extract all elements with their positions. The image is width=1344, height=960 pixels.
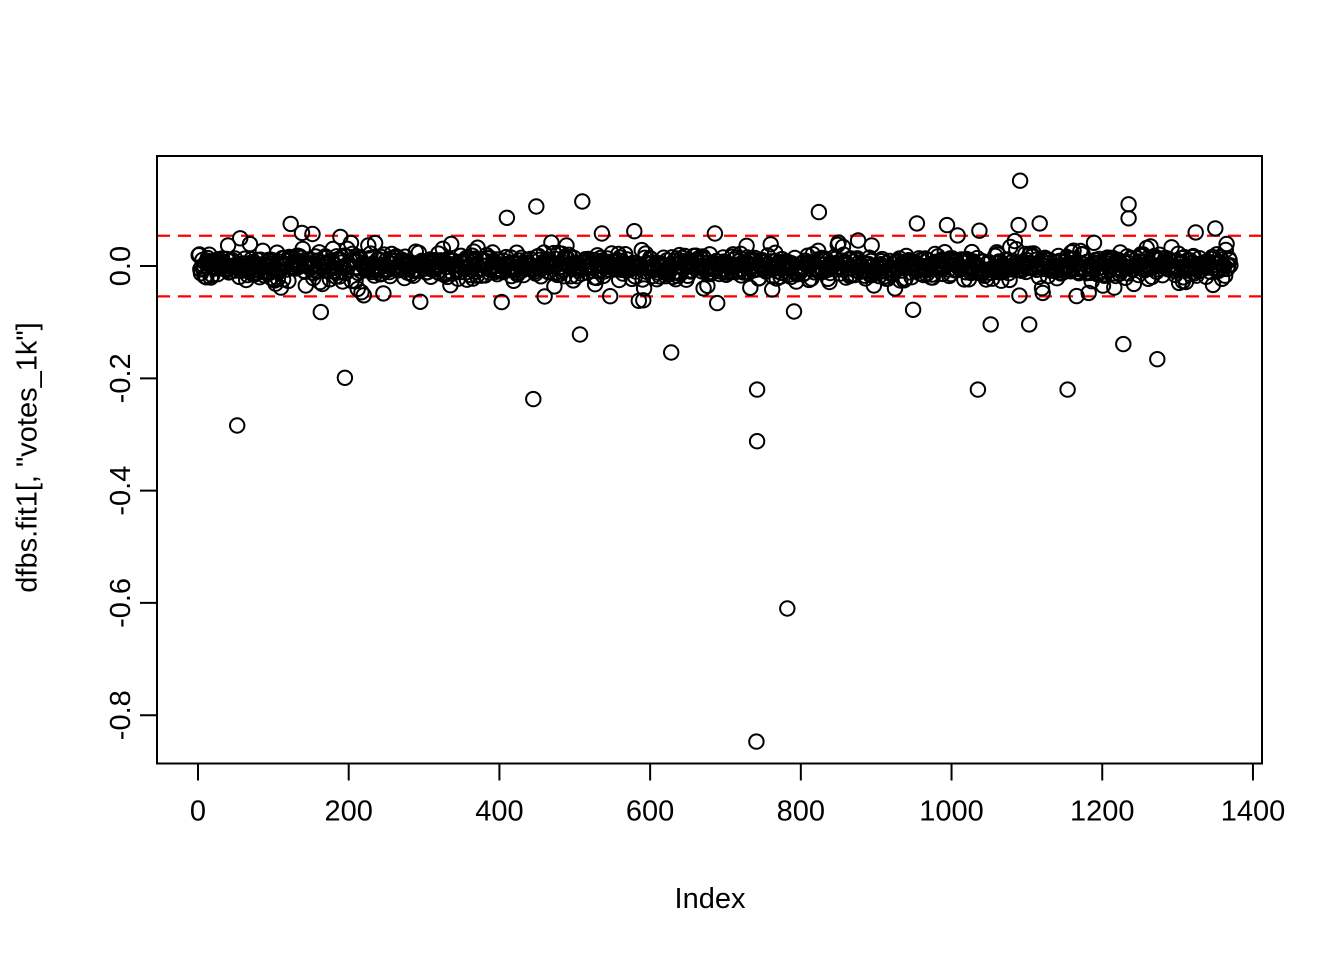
data-point [1085,234,1103,252]
outlier-point [1011,172,1029,189]
y-tick-label: -0.6 [105,578,137,628]
outlier-point [748,381,766,398]
y-tick-label: -0.2 [105,353,137,403]
outlier-point [709,294,726,312]
outlier-point [982,316,999,333]
data-point [360,237,377,254]
outlier-point [1010,216,1027,234]
outlier-point [1031,215,1048,232]
data-point [764,281,781,298]
data-point [1068,287,1085,305]
y-tick-label: -0.4 [105,466,137,516]
data-point [812,259,829,276]
x-tick-label: 1000 [919,796,984,828]
data-point [311,273,329,291]
data-points-group [190,172,1239,750]
outlier-point [1115,335,1132,353]
outlier-point [574,193,591,210]
data-point [536,288,553,305]
y-axis: 0.0 -0.2 -0.4 -0.6 -0.8 [105,246,157,740]
outlier-point [663,344,680,361]
outlier-point [1020,316,1038,333]
x-tick-label: 800 [777,796,825,828]
data-point [493,293,510,311]
x-axis-title: Index [674,883,746,915]
data-point [1006,232,1023,250]
data-point [412,293,429,310]
data-point [443,235,460,253]
data-point [635,280,653,297]
outlier-point [525,390,542,408]
outlier-point [312,303,329,321]
outlier-point [571,326,589,343]
data-point [1080,284,1097,302]
x-tick-label: 1200 [1070,796,1135,828]
outlier-point [938,216,956,234]
outlier-point [593,225,611,242]
outlier-point [336,369,354,386]
data-point [366,234,384,252]
data-point [219,237,237,254]
outlier-point [1120,210,1137,227]
threshold-lines-group [157,234,1262,298]
data-point [762,236,779,253]
x-tick-label: 1400 [1221,796,1286,828]
outlier-point [810,203,828,221]
y-tick-label: -0.8 [105,690,137,740]
outlier-point [904,301,922,318]
data-point [558,237,575,254]
data-point [1001,271,1018,289]
data-point [543,234,560,251]
outlier-point [706,225,724,242]
data-point [375,285,392,302]
outlier-point [779,600,796,617]
outlier-point [528,198,545,215]
data-point [1222,257,1239,274]
data-point [353,284,370,301]
outlier-point [229,417,246,434]
data-point [304,225,321,243]
outlier-point [908,215,926,232]
outlier-point [635,292,652,309]
outlier-point [969,381,987,398]
data-point [602,288,619,305]
data-point [949,227,966,244]
outlier-point [785,303,803,320]
outlier-point [1207,220,1224,237]
y-tick-label: 0.0 [105,246,137,286]
x-tick-label: 0 [190,796,206,828]
outlier-point [1149,351,1166,368]
outlier-point [971,222,988,239]
data-point [355,287,372,304]
data-point [1125,275,1143,293]
plot-frame [156,155,1263,765]
data-point [863,237,880,254]
data-point [1094,277,1112,294]
outlier-point [498,209,516,227]
outlier-point [748,733,765,750]
data-point [695,280,712,297]
x-axis: 0 200 400 600 800 1000 1200 1400 [190,763,1286,828]
data-point [742,279,759,296]
data-point [1187,224,1204,241]
data-point [1106,279,1123,296]
data-point [1217,241,1235,259]
outlier-point [1120,196,1137,213]
x-tick-label: 200 [325,796,373,828]
data-point [1011,287,1028,304]
data-point [1034,284,1051,302]
outlier-point [748,433,766,450]
x-tick-label: 400 [475,796,523,828]
outlier-point [1059,381,1076,398]
outlier-point [293,224,311,242]
x-tick-label: 600 [626,796,674,828]
outlier-point [332,228,349,246]
data-point [626,223,643,240]
y-axis-title: dfbs.fit1[, "votes_1k"] [11,322,44,593]
data-point [1216,267,1234,284]
outlier-point [282,215,299,233]
